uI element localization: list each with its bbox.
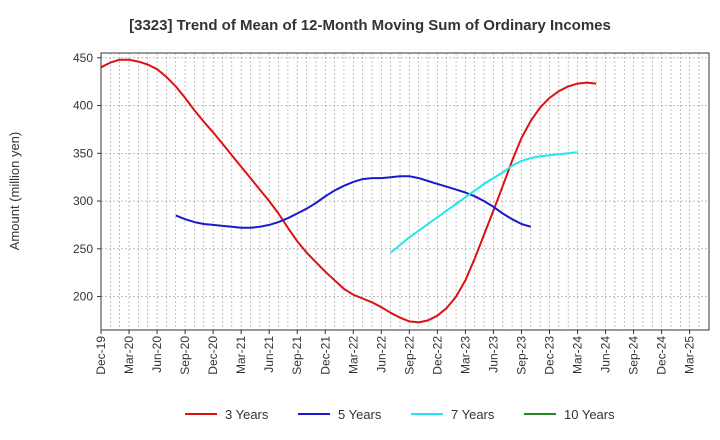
series-lines — [100, 58, 597, 324]
series-line-5-years — [175, 175, 532, 229]
y-tick-label: 250 — [73, 242, 93, 256]
x-tick-label: Jun-22 — [374, 336, 388, 373]
y-tick-label: 400 — [73, 99, 93, 113]
y-tick-label: 200 — [73, 290, 93, 304]
x-tick-label: Dec-20 — [206, 336, 220, 375]
x-tick-label: Dec-23 — [543, 336, 557, 375]
legend-label-3-years: 3 Years — [225, 407, 269, 422]
x-tick-label: Sep-22 — [402, 336, 416, 375]
y-tick-label: 300 — [73, 194, 93, 208]
x-tick-label: Dec-24 — [655, 336, 669, 375]
x-tick-label: Mar-22 — [346, 336, 360, 374]
x-tick-label: Jun-21 — [262, 336, 276, 373]
x-tick-label: Sep-24 — [627, 336, 641, 375]
x-tick-label: Dec-22 — [430, 336, 444, 375]
y-tick-label: 450 — [73, 51, 93, 65]
x-tick-label: Dec-19 — [94, 336, 108, 375]
x-tick-label: Mar-21 — [234, 336, 248, 374]
chart-title: [3323] Trend of Mean of 12-Month Moving … — [129, 17, 611, 34]
x-tick-label: Dec-21 — [318, 336, 332, 375]
x-tick-label: Sep-21 — [290, 336, 304, 375]
grid — [101, 53, 709, 330]
legend-label-7-years: 7 Years — [451, 407, 495, 422]
x-tick-label: Mar-24 — [571, 336, 585, 374]
x-tick-label: Sep-20 — [178, 336, 192, 375]
y-tick-label: 350 — [73, 146, 93, 160]
plot-frame — [100, 52, 710, 331]
series-line-3-years — [100, 58, 597, 324]
legend: 3 Years 5 Years 7 Years 10 Years — [185, 407, 615, 422]
series-line-7-years — [390, 151, 578, 254]
y-axis-ticks: 200 250 300 350 400 450 — [73, 51, 101, 304]
x-tick-label: Jun-24 — [599, 336, 613, 373]
x-tick-label: Jun-23 — [486, 336, 500, 373]
y-axis-label: Amount (million yen) — [7, 132, 22, 251]
legend-label-10-years: 10 Years — [564, 407, 615, 422]
x-tick-label: Sep-23 — [514, 336, 528, 375]
x-tick-label: Mar-23 — [458, 336, 472, 374]
x-tick-label: Mar-20 — [122, 336, 136, 374]
legend-label-5-years: 5 Years — [338, 407, 382, 422]
x-tick-label: Jun-20 — [150, 336, 164, 373]
x-tick-label: Mar-25 — [683, 336, 697, 374]
x-axis-ticks: Dec-19 Mar-20 Jun-20 Sep-20 Dec-20 Mar-21 Jun-… — [94, 330, 697, 375]
